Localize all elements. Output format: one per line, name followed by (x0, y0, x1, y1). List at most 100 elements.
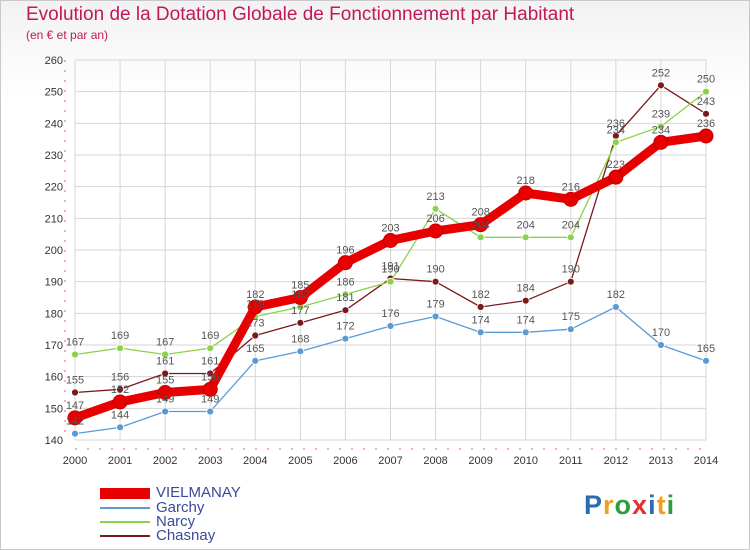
data-label-garchy: 142 (66, 416, 84, 428)
data-point-garchy (657, 341, 665, 349)
data-point-narcy (657, 122, 665, 131)
data-label-narcy: 179 (246, 299, 264, 311)
data-label-chasnay: 182 (471, 289, 489, 301)
data-point-garchy (71, 429, 79, 438)
data-point-garchy (341, 334, 350, 343)
data-label-vielmanay: 236 (697, 118, 715, 130)
data-label-chasnay: 236 (607, 118, 625, 130)
data-point-chasnay (296, 318, 305, 327)
data-point-garchy (476, 328, 485, 337)
legend-label: Garchy (156, 499, 205, 516)
data-label-garchy: 168 (291, 333, 309, 345)
data-point-vielmanay (67, 410, 83, 426)
data-point-vielmanay (112, 394, 128, 410)
data-label-narcy: 186 (336, 276, 354, 288)
x-tick-label: 2008 (423, 455, 447, 467)
logo-letter: i (666, 490, 676, 520)
data-label-vielmanay: 203 (381, 223, 399, 235)
chart-title: Evolution de la Dotation Globale de Fonc… (26, 4, 575, 25)
data-label-narcy: 239 (652, 109, 670, 121)
data-point-narcy (521, 233, 530, 242)
x-tick-label: 2012 (604, 455, 628, 467)
data-label-garchy: 165 (246, 343, 264, 355)
x-tick-label: 2009 (468, 455, 492, 467)
x-tick-label: 2010 (513, 455, 537, 467)
data-label-chasnay: 191 (381, 261, 399, 273)
data-point-garchy (116, 423, 124, 432)
x-tick-label: 2005 (288, 455, 312, 467)
data-point-vielmanay (518, 185, 534, 201)
data-point-chasnay (521, 296, 530, 305)
data-label-narcy: 169 (201, 330, 219, 342)
data-point-chasnay (657, 81, 665, 90)
proxiti-logo: Proxiti (584, 490, 675, 521)
data-label-narcy: 204 (471, 219, 489, 231)
y-tick-label: 170 (45, 340, 63, 352)
data-point-garchy (431, 312, 440, 321)
data-label-garchy: 170 (652, 327, 670, 339)
y-tick-label: 140 (45, 435, 63, 447)
data-point-chasnay (161, 369, 170, 378)
data-point-chasnay (566, 277, 575, 286)
logo-letter: o (614, 490, 633, 520)
x-tick-label: 2007 (378, 455, 402, 467)
data-label-vielmanay: 147 (66, 400, 84, 412)
y-tick-label: 200 (45, 245, 63, 257)
x-tick-label: 2011 (559, 455, 583, 467)
data-point-chasnay (341, 306, 350, 315)
data-point-narcy (702, 87, 710, 96)
data-label-narcy: 167 (66, 337, 84, 349)
data-label-chasnay: 161 (201, 356, 219, 368)
data-point-vielmanay (653, 134, 669, 150)
data-label-narcy: 169 (111, 330, 129, 342)
y-tick-label: 210 (45, 213, 63, 225)
logo-letter: P (584, 490, 604, 520)
data-label-garchy: 174 (517, 314, 535, 326)
y-tick-label: 190 (45, 277, 63, 289)
data-label-chasnay: 184 (517, 283, 535, 295)
data-point-chasnay (116, 385, 124, 394)
data-label-chasnay: 156 (111, 371, 129, 383)
data-label-vielmanay: 216 (562, 181, 580, 193)
data-label-vielmanay: 206 (426, 213, 444, 225)
y-tick-label: 160 (45, 372, 63, 384)
data-label-narcy: 167 (156, 337, 174, 349)
data-label-vielmanay: 185 (291, 280, 309, 292)
chart-subtitle: (en € et par an) (26, 28, 109, 42)
data-label-garchy: 165 (697, 343, 715, 355)
data-point-garchy (566, 325, 575, 334)
data-point-garchy (206, 407, 215, 416)
y-tick-label: 180 (45, 308, 63, 320)
data-label-vielmanay: 196 (336, 245, 354, 257)
x-tick-label: 2001 (108, 455, 132, 467)
x-tick-label: 2003 (198, 455, 222, 467)
data-point-narcy (611, 138, 620, 147)
data-label-narcy: 213 (426, 191, 444, 203)
data-label-garchy: 182 (607, 289, 625, 301)
x-tick-label: 2006 (333, 455, 357, 467)
data-point-chasnay (476, 303, 485, 311)
line-chart: 140 150 160 170 180 190 200 210 220 230 240 250 260 2… (45, 55, 719, 467)
x-tick-label: 2013 (649, 455, 673, 467)
data-point-narcy (116, 344, 124, 353)
legend-label: VIELMANAY (156, 484, 241, 501)
data-point-chasnay (702, 109, 710, 118)
data-label-vielmanay: 156 (201, 371, 219, 383)
data-point-vielmanay (247, 299, 263, 315)
data-label-narcy: 204 (562, 219, 580, 231)
data-point-vielmanay (608, 169, 624, 185)
x-tick-label: 2000 (63, 455, 87, 467)
data-label-narcy: 182 (291, 289, 309, 301)
data-point-vielmanay (383, 233, 398, 248)
data-point-vielmanay (473, 217, 489, 233)
data-label-garchy: 174 (471, 314, 489, 326)
data-point-vielmanay (292, 290, 308, 305)
y-tick-label: 230 (45, 150, 63, 162)
data-label-narcy: 204 (517, 219, 535, 231)
data-label-vielmanay: 182 (246, 289, 264, 301)
data-label-vielmanay: 234 (652, 124, 670, 136)
data-point-chasnay (206, 369, 215, 378)
y-tick-label: 260 (45, 55, 63, 67)
logo-letter: x (632, 490, 649, 520)
y-tick-label: 150 (45, 403, 63, 415)
